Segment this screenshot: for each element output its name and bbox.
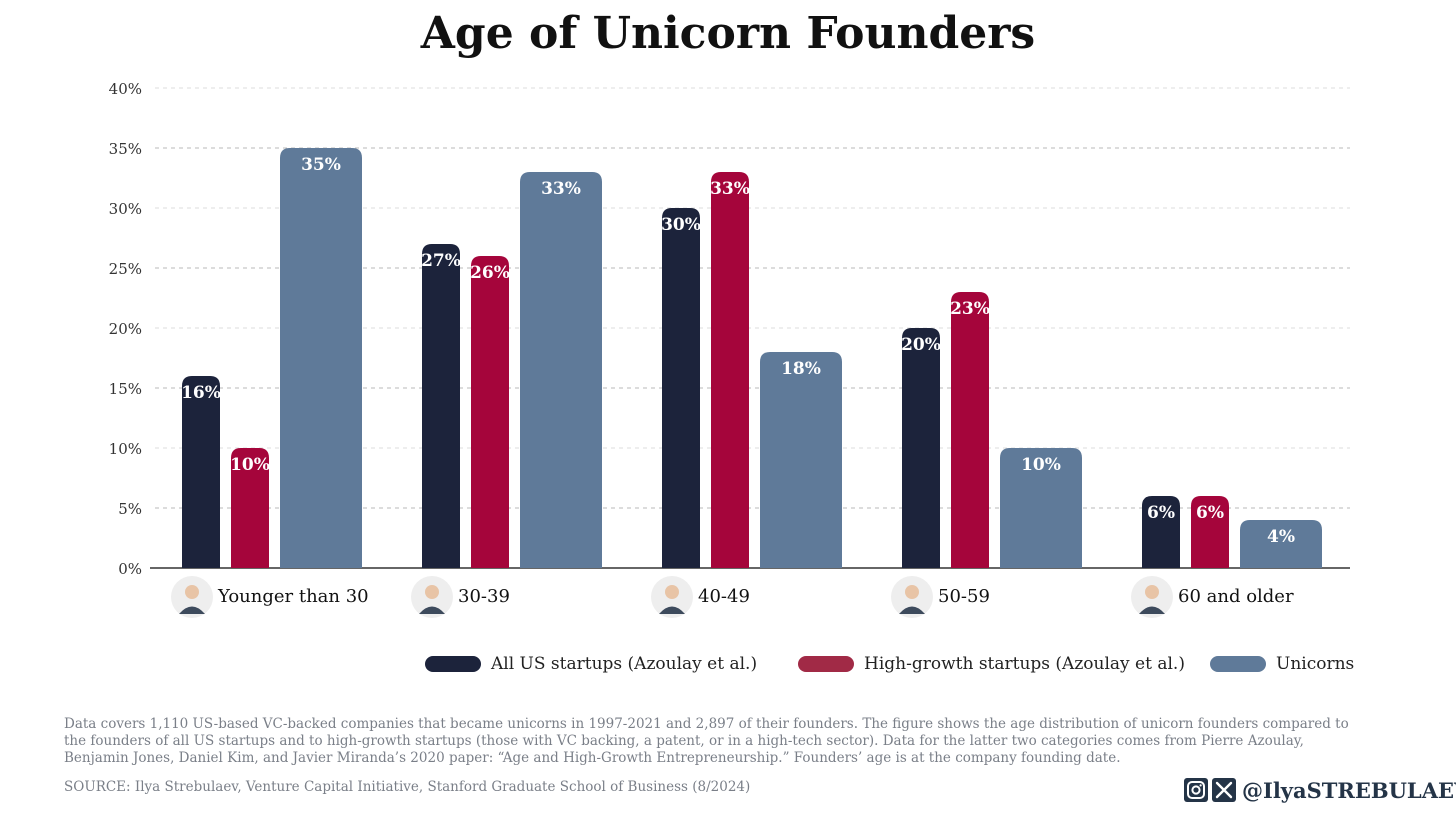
avatar-body-icon	[659, 606, 685, 614]
avatar-face-icon	[905, 585, 919, 599]
bar-unicorns	[280, 148, 362, 568]
bar-high-growth-startups	[711, 172, 749, 568]
y-tick-label: 40%	[109, 80, 142, 98]
y-tick-label: 30%	[109, 200, 142, 218]
bar-value-label: 4%	[1267, 527, 1295, 547]
y-tick-label: 15%	[109, 380, 142, 398]
bar-all-us-startups	[422, 244, 460, 568]
bar-value-label: 35%	[301, 155, 341, 175]
x-category-label: 50-59	[938, 586, 990, 607]
y-tick-label: 25%	[109, 260, 142, 278]
bar-value-label: 16%	[181, 383, 221, 403]
social-handle-block: @IlyaSTREBULAEV	[1184, 774, 1456, 806]
bar-unicorns	[1240, 520, 1322, 568]
avatar-face-icon	[425, 585, 439, 599]
bar-value-label: 6%	[1147, 503, 1175, 523]
footnote: Data covers 1,110 US-based VC-backed com…	[64, 716, 1349, 766]
legend-item-high-growth-startups: High-growth startups (Azoulay et al.)	[798, 654, 1185, 674]
bar-value-label: 10%	[230, 455, 270, 475]
x-category-label: 60 and older	[1178, 586, 1294, 607]
bar-value-label: 10%	[1021, 455, 1061, 475]
bar-all-us-startups	[662, 208, 700, 568]
bar-value-label: 26%	[470, 263, 510, 283]
avatar-body-icon	[419, 606, 445, 614]
bar-high-growth-startups	[1191, 496, 1229, 568]
y-tick-label: 5%	[118, 500, 142, 518]
bar-high-growth-startups	[471, 256, 509, 568]
bar-value-label: 18%	[781, 359, 821, 379]
y-tick-label: 35%	[109, 140, 142, 158]
bar-value-label: 27%	[421, 251, 461, 271]
y-tick-label: 0%	[118, 560, 142, 578]
x-category-label: 40-49	[698, 586, 750, 607]
bar-value-label: 6%	[1196, 503, 1224, 523]
x-icon[interactable]	[1212, 778, 1236, 802]
chart: 0% 5% 10% 15% 20% 25% 30% 35% 40% 16% 10% 35% Younge…	[109, 80, 1350, 618]
bar-value-label: 30%	[661, 215, 701, 235]
legend-swatch-unicorns	[1210, 656, 1266, 672]
legend-label-high-growth-startups: High-growth startups (Azoulay et al.)	[864, 654, 1185, 674]
bar-all-us-startups	[902, 328, 940, 568]
x-category-label: 30-39	[458, 586, 510, 607]
avatar-face-icon	[1145, 585, 1159, 599]
bar-value-label: 33%	[710, 179, 750, 199]
legend-swatch-high-growth-startups	[798, 656, 854, 672]
bar-all-us-startups	[1142, 496, 1180, 568]
bar-unicorns	[1000, 448, 1082, 568]
y-tick-label: 20%	[109, 320, 142, 338]
legend-label-unicorns: Unicorns	[1276, 654, 1355, 674]
bar-value-label: 23%	[950, 299, 990, 319]
legend-item-unicorns: Unicorns	[1210, 654, 1354, 674]
bar-value-label: 20%	[901, 335, 941, 355]
bar-all-us-startups	[182, 376, 220, 568]
avatar-face-icon	[665, 585, 679, 599]
avatar-body-icon	[899, 606, 925, 614]
bar-high-growth-startups	[231, 448, 269, 568]
avatar-body-icon	[179, 606, 205, 614]
bar-unicorns	[760, 352, 842, 568]
y-tick-label: 10%	[109, 440, 142, 458]
legend-label-all-us-startups: All US startups (Azoulay et al.)	[491, 654, 758, 674]
legend: All US startups (Azoulay et al.) High-gr…	[0, 654, 1456, 678]
source-note: SOURCE: Ilya Strebulaev, Venture Capital…	[64, 779, 751, 795]
bar-high-growth-startups	[951, 292, 989, 568]
x-category-label: Younger than 30	[217, 586, 369, 607]
avatar-body-icon	[1139, 606, 1165, 614]
bar-value-label: 33%	[541, 179, 581, 199]
social-handle[interactable]: @IlyaSTREBULAEV	[1242, 777, 1456, 803]
chart-title: Age of Unicorn Founders	[420, 8, 1036, 59]
instagram-icon[interactable]	[1184, 778, 1208, 802]
legend-item-all-us-startups: All US startups (Azoulay et al.)	[425, 654, 757, 674]
avatar-face-icon	[185, 585, 199, 599]
bar-unicorns	[520, 172, 602, 568]
legend-swatch-all-us-startups	[425, 656, 481, 672]
